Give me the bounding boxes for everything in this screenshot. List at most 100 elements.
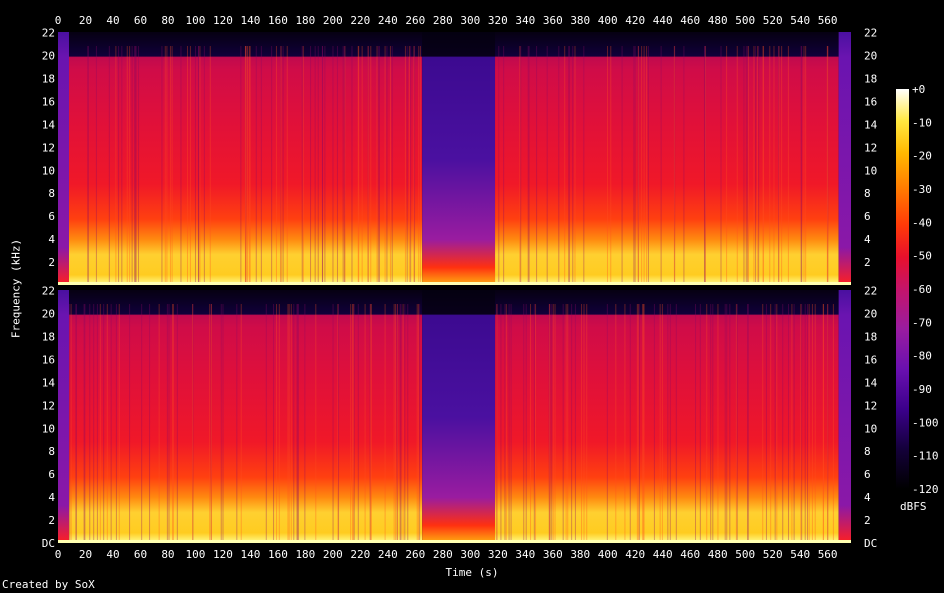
spectral-streak <box>804 304 806 543</box>
colorbar-tick-label: -120 <box>912 483 939 496</box>
y-tick-label-left: 18 <box>42 330 55 343</box>
spectral-streak <box>342 46 344 285</box>
spectral-streak <box>396 304 398 543</box>
x-tick-label-top: 20 <box>79 14 92 27</box>
spectral-streak <box>75 304 77 543</box>
colorbar <box>896 89 909 489</box>
y-tick-label-left: 22 <box>42 285 55 298</box>
spectral-streak <box>297 304 299 543</box>
spectral-streak <box>606 304 608 543</box>
x-axis-label: Time (s) <box>445 566 499 579</box>
spectral-streak <box>814 304 816 543</box>
x-tick-label-top: 180 <box>295 14 315 27</box>
spectral-streak <box>126 46 128 285</box>
spectral-streak <box>642 304 644 543</box>
x-tick-label-bottom: 540 <box>790 548 810 561</box>
y-tick-label-right: 18 <box>864 72 877 85</box>
spectral-streak <box>419 46 421 285</box>
x-tick-label-bottom: 320 <box>488 548 508 561</box>
spectral-streak <box>310 46 312 285</box>
x-tick-label-bottom: 340 <box>515 548 535 561</box>
spectral-streak <box>704 46 706 285</box>
spectral-streak <box>367 46 369 285</box>
spectral-streak <box>344 46 346 285</box>
y-tick-label-right: 2 <box>864 514 871 527</box>
x-tick-label-bottom: 560 <box>818 548 838 561</box>
spectral-streak <box>551 304 553 543</box>
y-tick-label-left: 16 <box>42 353 55 366</box>
spectral-streak <box>404 46 406 285</box>
spectral-streak <box>808 304 810 543</box>
spectral-streak <box>546 46 548 285</box>
spectral-streak <box>717 304 719 543</box>
spectral-streak <box>209 46 211 285</box>
spectral-streak <box>637 46 639 285</box>
x-tick-label-bottom: 480 <box>708 548 728 561</box>
y-tick-label-right: 10 <box>864 164 877 177</box>
x-tick-label-bottom: 460 <box>680 548 700 561</box>
spectral-streak <box>548 304 550 543</box>
spectral-streak <box>667 304 669 543</box>
spectral-streak <box>726 304 728 543</box>
spectral-streak <box>747 46 749 285</box>
spectral-streak <box>519 46 521 285</box>
spectral-streak <box>353 304 355 543</box>
spectral-streak <box>364 304 366 543</box>
x-tick-label-top: 120 <box>213 14 233 27</box>
spectral-streak <box>198 46 200 285</box>
spectral-streak <box>703 46 705 285</box>
y-tick-label-right: 6 <box>864 210 871 223</box>
y-tick-label-left: 22 <box>42 27 55 40</box>
spectral-streak <box>286 46 288 285</box>
spectral-streak <box>245 46 247 285</box>
x-tick-label-top: 320 <box>488 14 508 27</box>
spectral-streak <box>624 304 626 543</box>
spectral-streak <box>647 46 649 285</box>
spectral-streak <box>357 304 359 543</box>
x-tick-label-bottom: 500 <box>735 548 755 561</box>
spectral-streak <box>370 304 372 543</box>
spectral-streak <box>89 304 91 543</box>
spectral-streak <box>778 46 780 285</box>
spectral-streak <box>549 304 551 543</box>
spectral-streak <box>791 304 793 543</box>
y-tick-label-right: 20 <box>864 50 877 63</box>
spectral-streak <box>397 304 399 543</box>
spectral-streak <box>642 304 644 543</box>
spectral-streak <box>765 304 767 543</box>
spectral-streak <box>367 46 369 285</box>
spectral-streak <box>220 304 222 543</box>
spectral-streak <box>168 304 170 543</box>
y-tick-label-left: 14 <box>42 376 56 389</box>
spectral-streak <box>357 46 359 285</box>
spectral-streak <box>536 46 538 285</box>
x-tick-label-top: 440 <box>653 14 673 27</box>
x-tick-label-top: 420 <box>625 14 645 27</box>
spectral-streak <box>762 46 764 285</box>
x-tick-label-top: 280 <box>433 14 453 27</box>
spectral-streak <box>629 304 631 543</box>
spectral-streak <box>758 46 760 285</box>
y-tick-label-right: 18 <box>864 330 877 343</box>
spectral-streak <box>96 304 98 543</box>
spectral-streak <box>637 304 639 543</box>
spectral-streak <box>249 46 251 285</box>
spectral-streak <box>304 304 306 543</box>
spectral-streak <box>558 46 560 285</box>
spectral-streak <box>149 304 151 543</box>
spectral-streak <box>192 304 194 543</box>
spectral-streak <box>210 304 212 543</box>
spectral-streak <box>158 304 160 543</box>
spectral-streak <box>255 46 257 285</box>
spectral-streak <box>643 304 645 543</box>
spectral-streak <box>176 304 178 543</box>
segment-quiet <box>838 32 851 285</box>
spectral-streak <box>720 46 722 285</box>
spectral-streak <box>350 304 352 543</box>
spectral-streak <box>95 46 97 285</box>
segment-music <box>68 32 423 285</box>
spectral-streak <box>643 46 645 285</box>
colorbar-tick-label: -20 <box>912 150 932 163</box>
spectral-streak <box>788 304 790 543</box>
